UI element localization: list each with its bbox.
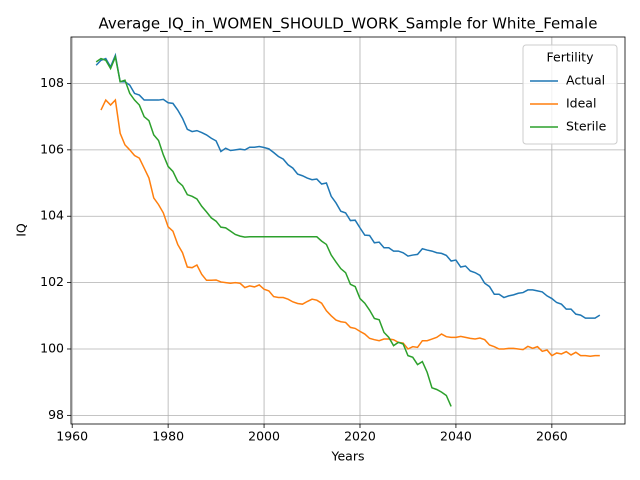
x-axis-label: Years (331, 449, 365, 464)
legend-label: Sterile (566, 119, 607, 134)
x-tick-label: 1960 (56, 429, 88, 444)
chart-title: Average_IQ_in_WOMEN_SHOULD_WORK_Sample f… (99, 15, 598, 34)
y-tick-label: 106 (40, 141, 64, 156)
plot-frame (70, 36, 626, 425)
y-tick-label: 108 (40, 75, 64, 90)
x-tick-label: 1980 (152, 429, 184, 444)
y-tick-label: 102 (40, 274, 64, 289)
y-tick-label: 100 (40, 340, 64, 355)
y-tick-label: 98 (48, 407, 64, 422)
x-tick-label: 2020 (344, 429, 376, 444)
series-line (95, 54, 452, 407)
y-axis-label: IQ (14, 223, 29, 237)
x-tick-label: 2060 (536, 429, 568, 444)
x-tick-label: 2000 (248, 429, 280, 444)
x-tick-label: 2040 (440, 429, 472, 444)
legend-title: Fertility (547, 50, 595, 65)
legend-label: Ideal (566, 96, 596, 111)
series-line (95, 52, 601, 319)
y-tick-label: 104 (40, 208, 64, 223)
series-line (100, 98, 600, 358)
legend-label: Actual (566, 73, 605, 88)
legend-box (522, 44, 618, 145)
